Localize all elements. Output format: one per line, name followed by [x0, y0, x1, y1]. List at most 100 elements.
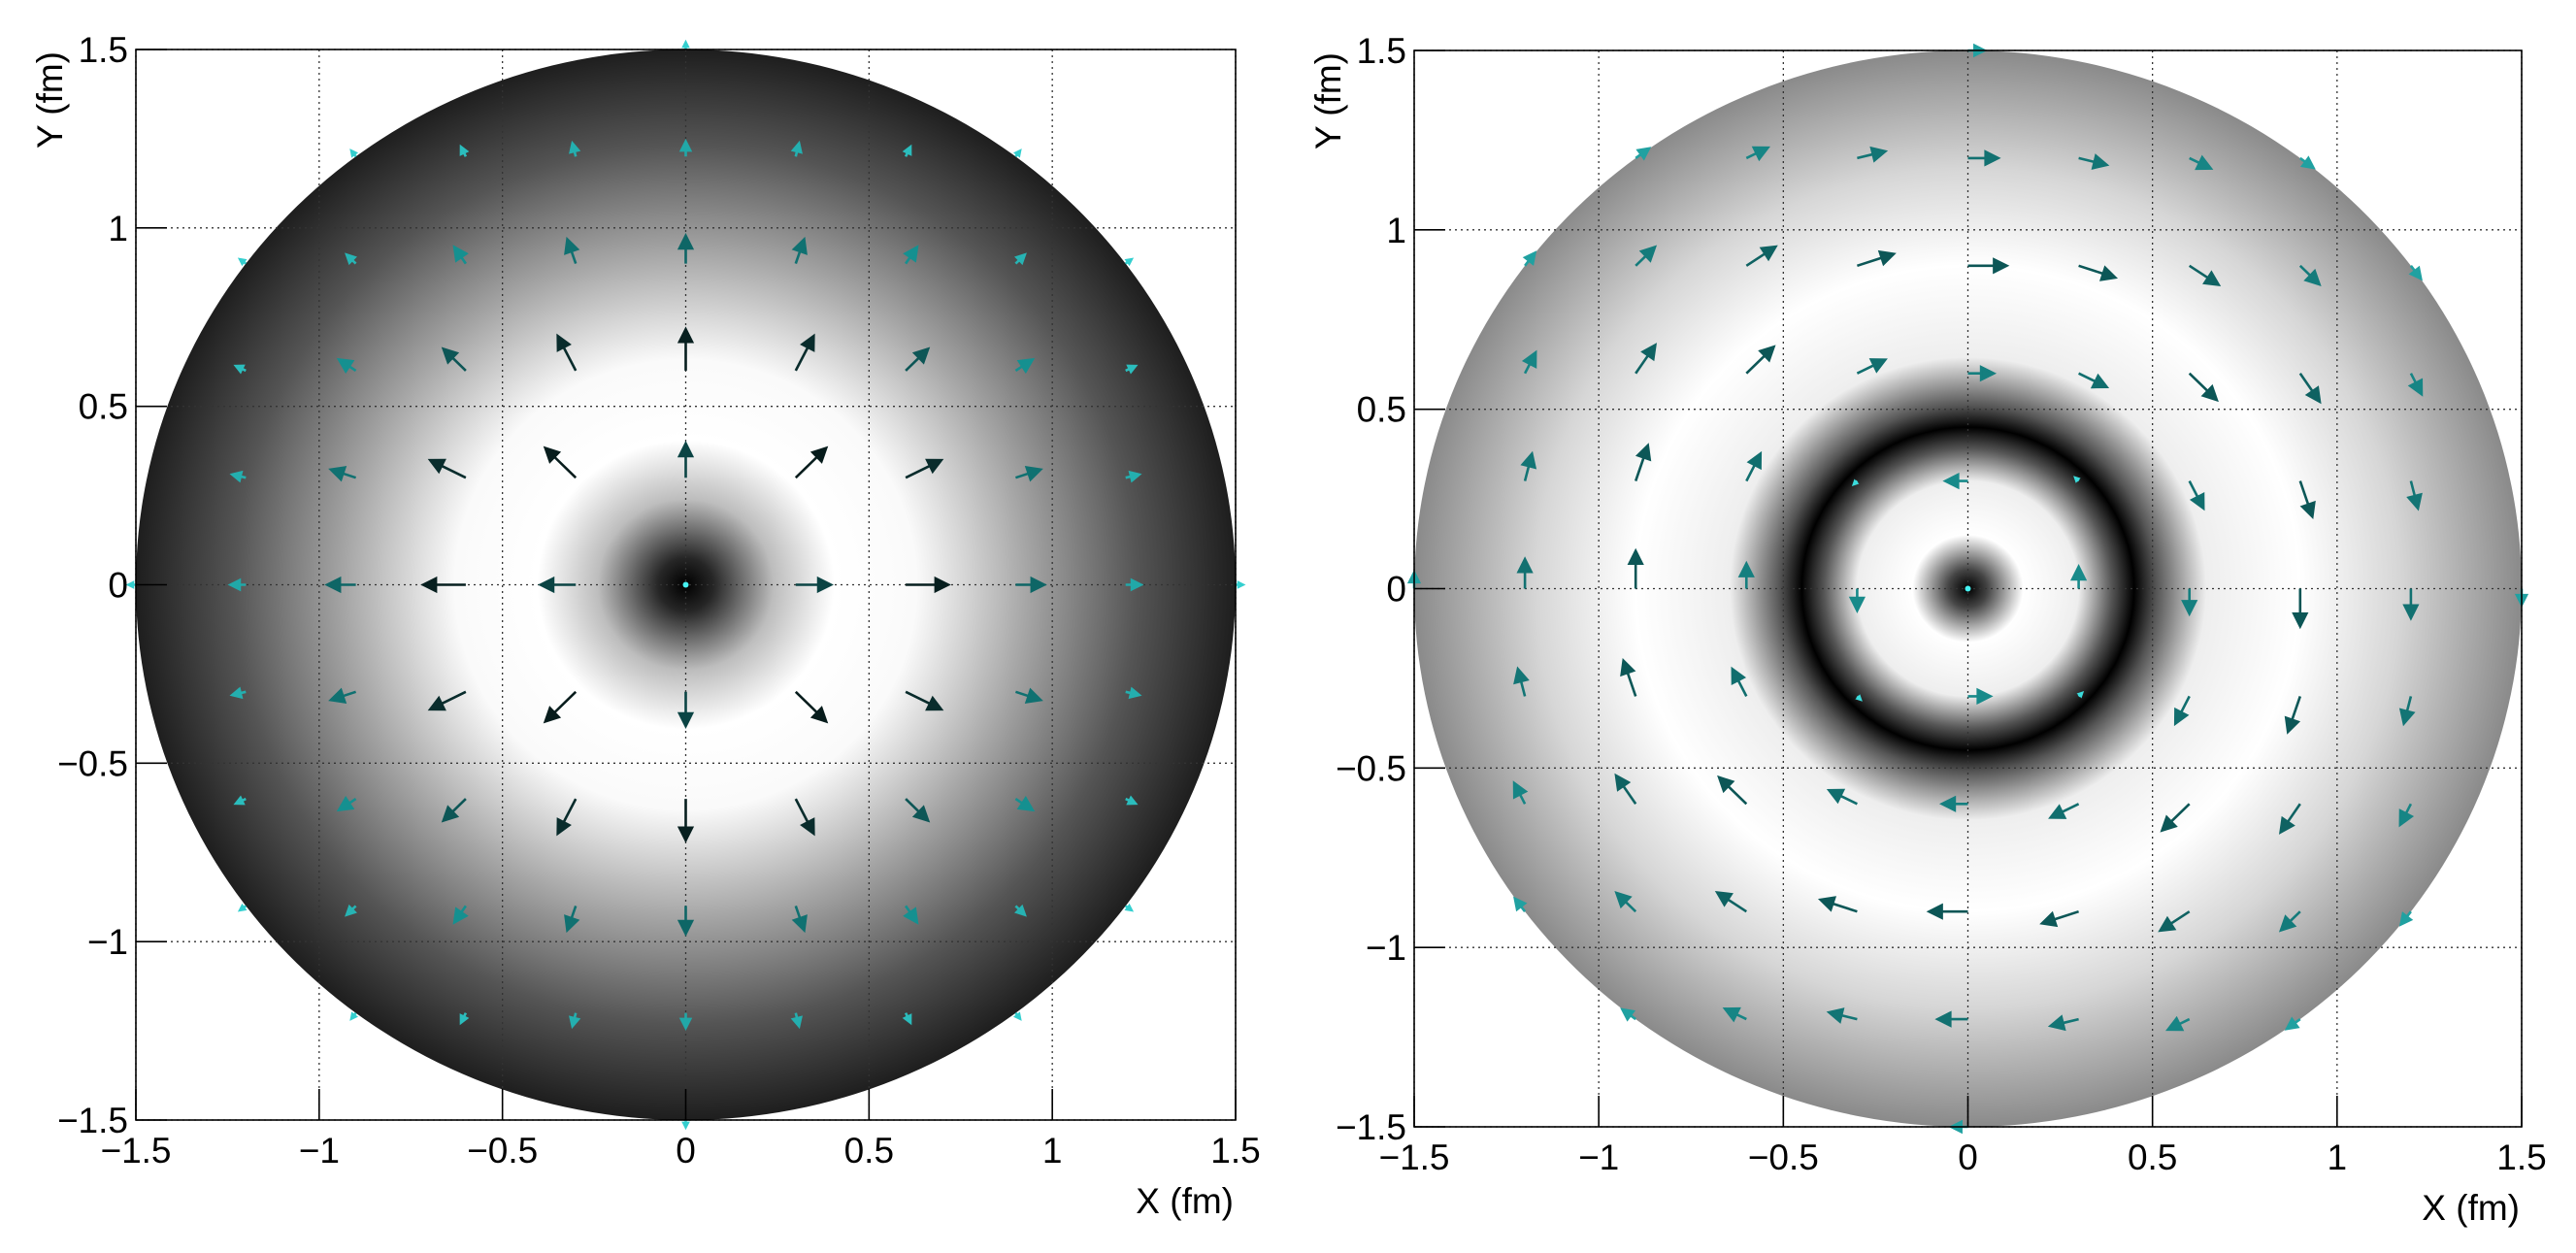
- arrow: [1014, 904, 1027, 917]
- arrow: [1015, 576, 1047, 594]
- arrow: [2039, 909, 2080, 928]
- arrow: [1745, 245, 1778, 267]
- arrow: [794, 690, 829, 724]
- arrow: [1513, 896, 1528, 912]
- arrow: [2298, 480, 2316, 519]
- arrow: [677, 440, 695, 478]
- arrow: [427, 690, 467, 711]
- arrow: [237, 903, 248, 912]
- arrow: [2278, 910, 2301, 933]
- arrow: [794, 445, 829, 479]
- arrow: [1012, 1011, 1022, 1021]
- arrow: [1614, 773, 1637, 806]
- arrow: [2299, 155, 2316, 170]
- arrow: [1848, 588, 1866, 613]
- arrow: [2158, 910, 2191, 933]
- arrow: [229, 686, 247, 700]
- arrow: [2278, 803, 2301, 835]
- arrow: [905, 458, 944, 479]
- arrow: [1942, 472, 1968, 490]
- arrow: [1124, 257, 1135, 267]
- y-tick-label: 1.5: [79, 30, 128, 70]
- arrow: [328, 466, 357, 482]
- arrow: [677, 233, 695, 264]
- arrow: [1967, 365, 1998, 382]
- arrow: [1851, 478, 1860, 486]
- arrow: [233, 795, 247, 806]
- arrow: [2048, 803, 2080, 819]
- x-tick-label: −1.5: [1378, 1138, 1449, 1177]
- arrow: [1014, 795, 1036, 812]
- arrow: [1520, 450, 1537, 481]
- arrow: [345, 252, 357, 266]
- arrow: [2047, 1014, 2079, 1032]
- y-tick-label: −0.5: [57, 743, 128, 783]
- y-tick-label: 0.5: [1357, 390, 1406, 430]
- arrow: [905, 346, 931, 372]
- y-tick-label: −1: [87, 922, 128, 962]
- arrow: [1856, 358, 1888, 375]
- arrow: [1967, 687, 1994, 706]
- arrow: [1856, 249, 1897, 268]
- arrow: [1714, 891, 1748, 913]
- arrow: [336, 357, 357, 375]
- arrow: [2284, 1016, 2301, 1031]
- x-tick-label: −0.5: [1748, 1138, 1819, 1177]
- y-tick-label: −1.5: [1336, 1107, 1406, 1147]
- arrow: [336, 795, 357, 812]
- arrow: [2398, 910, 2414, 927]
- x-tick-label: 0.5: [844, 1131, 894, 1171]
- arrow: [1513, 666, 1530, 697]
- arrow: [2408, 265, 2423, 281]
- arrow: [2284, 695, 2302, 735]
- arrow: [237, 257, 248, 267]
- y-tick-label: 1.5: [1357, 31, 1406, 71]
- arrow: [2398, 803, 2415, 828]
- arrow: [1635, 343, 1658, 375]
- arrow: [569, 1012, 581, 1030]
- arrow: [1967, 257, 2010, 275]
- arrow: [2165, 1015, 2191, 1032]
- arrow: [1627, 547, 1644, 589]
- arrow: [1826, 788, 1858, 806]
- y-axis-title: Y (fm): [30, 51, 70, 148]
- x-tick-label: 0: [676, 1131, 696, 1171]
- arrow: [791, 905, 808, 934]
- y-tick-label: 1: [108, 209, 128, 248]
- x-tick-label: 0.5: [2128, 1138, 2177, 1177]
- arrow: [1125, 470, 1142, 483]
- arrow: [1722, 1006, 1747, 1023]
- x-tick-label: 1.5: [2496, 1138, 2546, 1177]
- arrow: [1014, 357, 1036, 375]
- arrow: [906, 576, 951, 594]
- arrow: [1125, 795, 1139, 806]
- arrow: [795, 576, 834, 594]
- arrow: [1717, 775, 1748, 806]
- arrow: [682, 581, 689, 588]
- arrow: [2076, 691, 2085, 699]
- arrow: [790, 140, 803, 157]
- y-tick-label: 0: [1386, 570, 1406, 610]
- arrow: [2188, 264, 2222, 286]
- arrow: [903, 905, 919, 925]
- x-tick-label: 1: [2328, 1138, 2348, 1177]
- arrow: [1965, 585, 1971, 592]
- arrow: [328, 687, 357, 704]
- arrow: [1634, 443, 1652, 482]
- arrow: [324, 576, 356, 594]
- arrow: [903, 245, 919, 265]
- arrow: [2188, 480, 2205, 511]
- arrow: [2398, 696, 2416, 727]
- arrow: [677, 691, 695, 730]
- arrow: [2078, 372, 2110, 389]
- x-tick-label: −1.5: [100, 1131, 171, 1171]
- arrow: [1745, 146, 1770, 162]
- x-axis-title: X (fm): [1136, 1181, 1234, 1221]
- arrow: [1938, 795, 1968, 812]
- arrow: [2160, 803, 2191, 833]
- x-tick-label: 1.5: [1210, 1131, 1260, 1171]
- arrow: [2173, 695, 2191, 727]
- arrow: [564, 236, 580, 265]
